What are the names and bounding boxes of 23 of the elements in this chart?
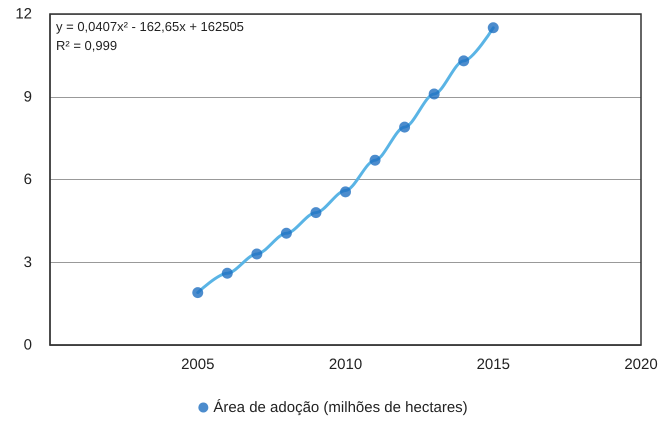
annotation: y = 0,0407x² - 162,65x + 162505: [56, 19, 244, 34]
point: [370, 154, 381, 166]
x-tick-label: 2010: [328, 356, 362, 373]
point: [310, 207, 322, 218]
y-tick-label: 3: [24, 254, 32, 271]
y-tick-label: 6: [24, 171, 32, 188]
point: [280, 228, 292, 239]
point: [251, 248, 262, 260]
x-tick-label: 2020: [624, 356, 658, 373]
point: [222, 268, 233, 279]
point: [428, 88, 440, 100]
point: [340, 186, 351, 198]
point: [488, 22, 499, 34]
y-tick-label: 0: [24, 336, 32, 354]
point: [399, 122, 410, 133]
legend-label: Área de adoção (milhões de hectares): [213, 398, 468, 416]
point: [458, 55, 470, 66]
point: [192, 287, 204, 298]
y-tick-label: 9: [24, 88, 32, 106]
x-tick-label: 2005: [181, 356, 214, 373]
annotation: R² = 0,999: [56, 38, 118, 53]
x-tick-label: 2015: [476, 356, 510, 373]
y-tick-label: 12: [15, 6, 32, 22]
